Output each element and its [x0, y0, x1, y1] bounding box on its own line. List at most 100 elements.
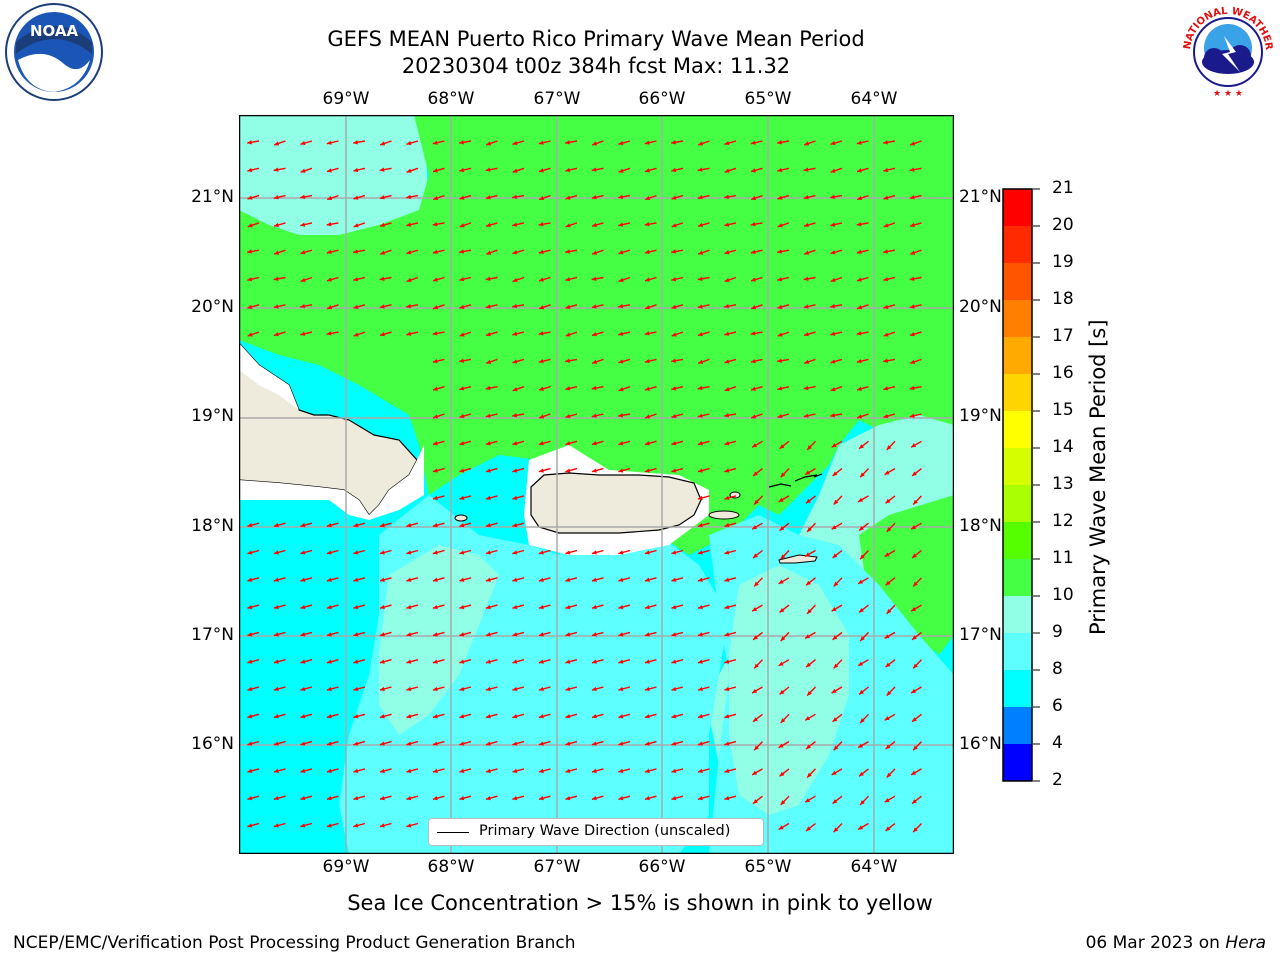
- wave-arrow-head: [805, 716, 811, 721]
- wave-arrow-head: [591, 577, 597, 582]
- wave-arrow-head: [885, 826, 891, 831]
- wave-arrow-head: [300, 550, 306, 555]
- wave-arrow-head: [618, 194, 623, 200]
- lat-label-right-20n: 20°N: [959, 297, 1002, 317]
- map-subtitle: 20230304 t00z 384h fcst Max: 11.32: [401, 54, 791, 78]
- wave-arrow-head: [512, 168, 518, 173]
- wave-arrow-head: [274, 250, 280, 255]
- wave-arrow-head: [644, 331, 650, 336]
- wave-arrow-head: [485, 276, 491, 281]
- wave-arrow-head: [724, 768, 730, 773]
- wave-arrow-head: [273, 550, 279, 555]
- wave-arrow-head: [406, 741, 412, 746]
- wave-arrow-head: [856, 358, 862, 364]
- wave-arrow-head: [856, 168, 862, 173]
- wave-arrow-head: [406, 632, 412, 637]
- wave-arrow-head: [300, 331, 306, 336]
- wave-arrow-head: [459, 495, 465, 500]
- wave-arrow-head: [671, 632, 677, 637]
- wave-arrow-head: [247, 659, 253, 664]
- wave-arrow-head: [406, 140, 412, 146]
- wave-arrow-head: [884, 798, 890, 803]
- wave-arrow-head: [777, 332, 783, 337]
- wave-arrow-head: [459, 358, 464, 363]
- colorbar-segment: [1003, 448, 1032, 486]
- wave-arrow-head: [697, 495, 703, 500]
- wave-arrow-head: [751, 414, 757, 419]
- wave-arrow-head: [247, 686, 253, 692]
- lon-label-top-69w: 69°W: [322, 89, 370, 109]
- wave-arrow-head: [724, 604, 730, 610]
- wave-arrow-head: [538, 686, 544, 692]
- wave-arrow-head: [724, 413, 729, 418]
- wave-arrow-head: [883, 223, 889, 228]
- lat-label-left-20n: 20°N: [191, 297, 234, 317]
- wave-arrow-head: [459, 468, 465, 473]
- wave-arrow-head: [273, 632, 279, 637]
- wave-arrow-head: [326, 741, 332, 746]
- wave-arrow-head: [856, 386, 862, 391]
- wave-arrow-head: [459, 413, 465, 419]
- wave-arrow-head: [353, 768, 359, 773]
- wave-arrow-head: [779, 444, 785, 449]
- wave-arrow-head: [379, 604, 385, 610]
- wave-arrow-head: [698, 141, 704, 146]
- wave-arrow-head: [724, 796, 730, 801]
- wave-arrow-head: [671, 714, 677, 719]
- wave-arrow-head: [750, 277, 756, 282]
- wave-arrow-head: [724, 168, 730, 173]
- wave-arrow-head: [754, 663, 759, 669]
- wave-arrow-head: [778, 497, 784, 502]
- lat-label-left-18n: 18°N: [191, 516, 234, 536]
- wave-arrow-head: [565, 768, 571, 773]
- wave-arrow-head: [326, 632, 332, 637]
- wave-arrow-head: [327, 195, 333, 201]
- wave-arrow-head: [803, 385, 809, 391]
- wave-arrow-head: [752, 443, 758, 448]
- wave-arrow-head: [459, 604, 465, 610]
- wave-arrow-head: [671, 386, 677, 391]
- wave-arrow-head: [300, 194, 305, 200]
- wave-arrow-head: [538, 331, 544, 336]
- lon-label-top-65w: 65°W: [744, 89, 792, 109]
- wave-arrow-head: [591, 385, 597, 391]
- wave-arrow-head: [485, 550, 491, 555]
- wave-arrow-head: [538, 140, 544, 145]
- wave-arrow-head: [485, 441, 491, 446]
- wave-arrow-head: [856, 222, 862, 227]
- wave-arrow-head: [724, 686, 730, 692]
- wave-arrow-head: [644, 249, 650, 255]
- wave-arrow-head: [724, 194, 729, 200]
- wave-arrow-head: [644, 468, 650, 473]
- wave-arrow-head: [432, 659, 438, 664]
- wave-arrow-head: [538, 659, 544, 664]
- legend-line-icon: [437, 832, 469, 833]
- wave-arrow-head: [273, 686, 279, 692]
- colorbar-tick-label: 8: [1052, 659, 1063, 679]
- wave-arrow-head: [591, 222, 597, 228]
- wave-arrow-head: [697, 714, 703, 719]
- wave-arrow-head: [326, 577, 332, 582]
- wave-arrow-head: [538, 468, 544, 473]
- legend-label: Primary Wave Direction (unscaled): [479, 823, 731, 839]
- wave-arrow-head: [565, 468, 571, 473]
- wave-arrow-head: [432, 249, 438, 255]
- wave-arrow-head: [803, 222, 809, 228]
- wave-arrow-head: [565, 167, 571, 173]
- svg-text:NOAA: NOAA: [30, 22, 79, 40]
- wave-arrow-head: [538, 222, 544, 227]
- footer-date: 06 Mar 2023 on Hera: [1086, 933, 1266, 953]
- wave-arrow-head: [300, 632, 306, 637]
- wave-arrow-head: [724, 523, 730, 528]
- wave-arrow-head: [326, 550, 332, 555]
- wave-arrow-head: [485, 167, 491, 172]
- wave-arrow-head: [247, 550, 253, 555]
- wave-arrow-head: [644, 386, 650, 391]
- wave-arrow-head: [326, 796, 332, 801]
- wave-arrow-head: [406, 222, 412, 227]
- wave-arrow-head: [300, 523, 306, 528]
- wave-arrow-head: [618, 741, 624, 746]
- wave-arrow-head: [697, 468, 703, 473]
- direction-legend: Primary Wave Direction (unscaled): [428, 818, 764, 846]
- wave-arrow-head: [753, 635, 758, 640]
